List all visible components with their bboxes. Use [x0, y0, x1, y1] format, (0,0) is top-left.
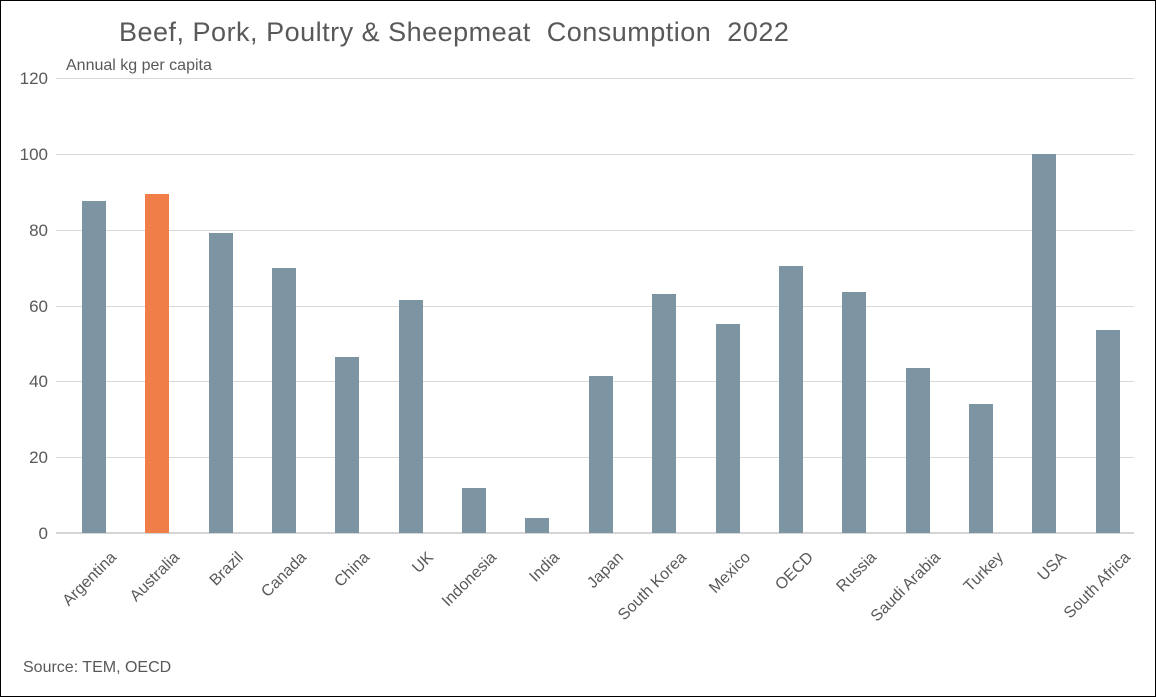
- y-axis-units-label: Annual kg per capita: [66, 57, 212, 74]
- bar-uk: [398, 299, 423, 533]
- y-axis-label-60: 60: [29, 296, 48, 316]
- x-axis-label-japan: Japan: [583, 549, 627, 592]
- y-axis-label-100: 100: [19, 144, 48, 164]
- bar-argentina: [82, 201, 106, 533]
- x-axis-label-india: India: [526, 549, 564, 586]
- y-axis-label-40: 40: [29, 372, 48, 392]
- x-axis-label-mexico: Mexico: [705, 549, 754, 597]
- source-note: Source: TEM, OECD: [23, 659, 172, 676]
- chart-title: Beef, Pork, Poultry & Sheepmeat Consumpt…: [119, 17, 790, 47]
- x-axis-label-saudi-arabia: Saudi Arabia: [867, 549, 944, 626]
- bar-indonesia: [462, 487, 487, 533]
- bar-japan: [588, 375, 613, 533]
- bar-oecd: [778, 265, 803, 533]
- x-axis-label-south-korea: South Korea: [615, 549, 691, 624]
- gridline-120: [56, 78, 1134, 79]
- bar-usa: [1032, 153, 1057, 533]
- y-axis-label-0: 0: [38, 524, 48, 543]
- bar-south-korea: [652, 294, 677, 533]
- x-axis-label-canada: Canada: [258, 549, 311, 601]
- gridline-80: [56, 229, 1134, 231]
- gridline-60: [56, 305, 1134, 307]
- bar-china: [335, 356, 360, 533]
- bar-canada: [272, 267, 297, 533]
- bar-turkey: [968, 404, 993, 533]
- x-axis-label-usa: USA: [1034, 549, 1071, 585]
- gridline-100: [56, 153, 1134, 155]
- x-axis-label-uk: UK: [409, 549, 437, 577]
- x-axis-label-australia: Australia: [127, 549, 184, 606]
- bar-saudi-arabia: [905, 368, 930, 533]
- x-axis-label-indonesia: Indonesia: [439, 549, 501, 611]
- x-axis-label-brazil: Brazil: [206, 549, 247, 590]
- y-axis-label-20: 20: [29, 448, 48, 468]
- y-axis-label-120: 120: [19, 69, 48, 88]
- bar-brazil: [208, 233, 233, 533]
- y-axis-label-80: 80: [29, 220, 48, 240]
- bar-mexico: [715, 324, 740, 533]
- bar-russia: [842, 292, 867, 533]
- x-axis-label-south-africa: South Africa: [1060, 549, 1134, 623]
- bar-south-africa: [1095, 330, 1120, 533]
- x-axis-label-turkey: Turkey: [960, 549, 1007, 596]
- x-axis-label-oecd: OECD: [772, 549, 817, 594]
- x-axis-label-china: China: [331, 549, 374, 591]
- x-axis-label-argentina: Argentina: [59, 549, 121, 610]
- x-axis-label-russia: Russia: [833, 549, 881, 596]
- bar-india: [525, 517, 550, 533]
- bar-australia: [145, 193, 170, 533]
- plot-area: Argentina Australia Brazil Canada China UK Ind…: [56, 78, 1134, 625]
- x-axis-line: [56, 532, 1134, 534]
